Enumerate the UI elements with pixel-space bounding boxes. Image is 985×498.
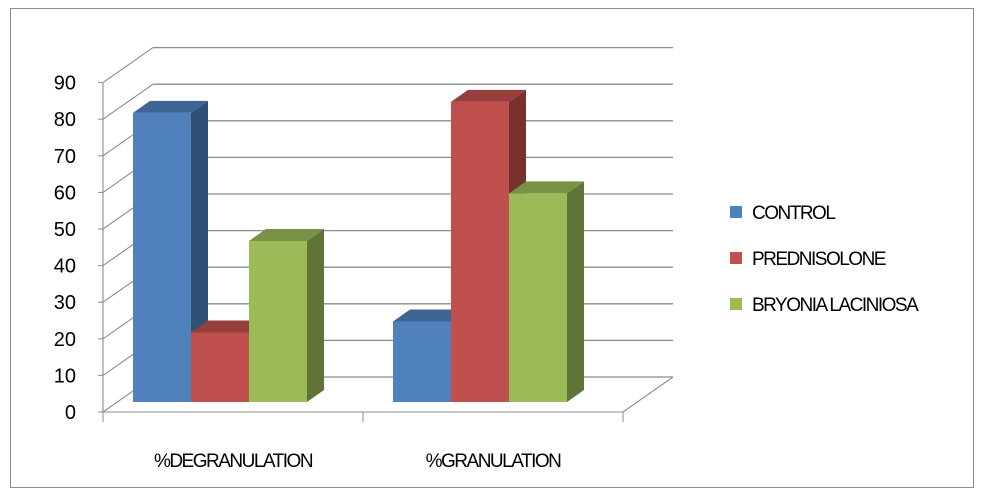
y-tick-label: 20 bbox=[54, 329, 76, 351]
floor-edge-line bbox=[622, 376, 674, 413]
bar bbox=[509, 193, 567, 402]
bar bbox=[451, 101, 509, 402]
bar bbox=[191, 332, 249, 402]
y-tick-label: 50 bbox=[54, 219, 76, 241]
y-tick-label: 70 bbox=[54, 146, 76, 168]
y-tick-label: 90 bbox=[54, 73, 76, 95]
legend-label: PREDNISOLONE bbox=[752, 249, 886, 270]
bar-side bbox=[307, 228, 324, 402]
y-tick-label: 30 bbox=[54, 292, 76, 314]
bar-side bbox=[567, 181, 584, 402]
y-tick-label: 80 bbox=[54, 109, 76, 131]
legend-swatch bbox=[730, 206, 742, 218]
bar-top bbox=[133, 100, 208, 113]
y-tick-label: 0 bbox=[65, 402, 76, 424]
bar-top bbox=[191, 320, 266, 333]
bar bbox=[393, 321, 451, 402]
legend-swatch bbox=[730, 252, 742, 264]
side-wall-line bbox=[102, 47, 154, 84]
legend-swatch bbox=[730, 298, 742, 310]
x-category-label: %GRANULATION bbox=[426, 451, 562, 472]
bar-top bbox=[393, 309, 468, 322]
bar-top bbox=[509, 181, 584, 194]
y-tick-label: 40 bbox=[54, 256, 76, 278]
y-tick-label: 60 bbox=[54, 182, 76, 204]
legend-label: CONTROL bbox=[752, 203, 835, 224]
bar-top bbox=[249, 228, 324, 241]
side-wall-line bbox=[102, 83, 154, 120]
x-category-label: %DEGRANULATION bbox=[154, 451, 313, 472]
bar bbox=[133, 112, 191, 403]
y-tick-label: 10 bbox=[54, 365, 76, 387]
bar-top bbox=[451, 89, 526, 102]
legend-label: BRYONIA LACINIOSA bbox=[752, 295, 919, 316]
bar bbox=[249, 240, 307, 402]
